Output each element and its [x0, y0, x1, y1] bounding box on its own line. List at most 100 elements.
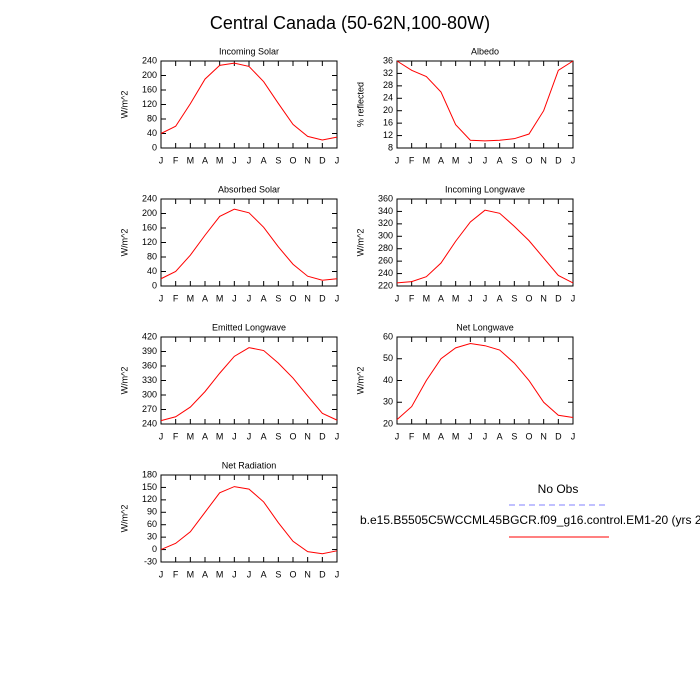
x-tick-label: J [159, 293, 164, 303]
x-tick-label: F [173, 293, 179, 303]
y-tick-label: 120 [142, 494, 157, 504]
y-tick-label: 0 [152, 142, 157, 152]
y-tick-label: 0 [152, 544, 157, 554]
x-tick-label: S [511, 293, 517, 303]
x-tick-label: M [187, 569, 195, 579]
x-tick-label: O [289, 569, 296, 579]
y-tick-label: 420 [142, 331, 157, 341]
data-line [160, 347, 338, 422]
x-tick-label: J [571, 155, 576, 165]
y-tick-label: 120 [142, 99, 157, 109]
x-tick-label: J [159, 431, 164, 441]
y-tick-label: 260 [378, 256, 393, 266]
x-tick-label: O [289, 431, 296, 441]
x-tick-label: J [232, 293, 237, 303]
x-tick-label: D [319, 569, 326, 579]
y-tick-label: 30 [147, 532, 157, 542]
y-tick-label: 320 [378, 218, 393, 228]
x-tick-label: F [173, 431, 179, 441]
y-tick-label: 60 [147, 519, 157, 529]
y-tick-label: 270 [142, 404, 157, 414]
x-tick-label: D [555, 431, 562, 441]
x-tick-label: S [275, 569, 281, 579]
x-tick-label: D [319, 293, 326, 303]
x-tick-label: A [497, 431, 503, 441]
x-tick-label: O [289, 155, 296, 165]
x-tick-label: J [483, 431, 488, 441]
x-tick-label: D [319, 155, 326, 165]
y-tick-label: 330 [142, 375, 157, 385]
y-tick-label: 200 [142, 208, 157, 218]
x-tick-label: J [395, 155, 400, 165]
x-tick-label: A [202, 155, 208, 165]
x-tick-label: J [468, 431, 473, 441]
y-tick-label: 8 [388, 142, 393, 152]
x-tick-label: A [261, 569, 267, 579]
x-tick-label: M [216, 431, 224, 441]
x-tick-label: A [438, 431, 444, 441]
y-tick-label: 90 [147, 507, 157, 517]
x-tick-label: M [452, 155, 460, 165]
x-tick-label: F [409, 293, 415, 303]
x-tick-label: M [452, 431, 460, 441]
x-tick-label: A [261, 431, 267, 441]
x-tick-label: A [497, 293, 503, 303]
panel-title: Emitted Longwave [212, 322, 286, 332]
x-tick-label: J [232, 569, 237, 579]
y-tick-label: 20 [383, 105, 393, 115]
panel-title: Albedo [471, 46, 499, 56]
y-tick-label: 390 [142, 346, 157, 356]
x-tick-label: A [438, 293, 444, 303]
x-tick-label: S [511, 431, 517, 441]
panel-title: Incoming Longwave [445, 184, 525, 194]
x-tick-label: D [555, 293, 562, 303]
x-tick-label: N [304, 155, 311, 165]
x-tick-label: J [247, 293, 252, 303]
data-line [396, 60, 574, 142]
x-tick-label: O [525, 431, 532, 441]
x-tick-label: F [409, 155, 415, 165]
x-tick-label: A [438, 155, 444, 165]
data-line [396, 343, 574, 421]
y-tick-label: 200 [142, 70, 157, 80]
data-line [160, 208, 338, 281]
y-tick-label: 12 [383, 130, 393, 140]
x-tick-label: J [335, 293, 340, 303]
x-tick-label: N [304, 569, 311, 579]
y-axis-label: W/m^2 [355, 229, 365, 257]
x-tick-label: N [540, 293, 547, 303]
x-tick-label: M [187, 431, 195, 441]
x-tick-label: J [395, 293, 400, 303]
y-tick-label: 360 [142, 360, 157, 370]
y-tick-label: 160 [142, 222, 157, 232]
data-line [160, 486, 338, 555]
y-tick-label: 120 [142, 237, 157, 247]
x-tick-label: N [540, 431, 547, 441]
x-tick-label: S [275, 155, 281, 165]
legend-label: No Obs [538, 482, 579, 496]
y-axis-label: W/m^2 [119, 229, 129, 257]
panel-title: Incoming Solar [219, 46, 279, 56]
y-tick-label: 36 [383, 55, 393, 65]
x-tick-label: J [247, 431, 252, 441]
x-tick-label: J [232, 155, 237, 165]
x-tick-label: J [483, 293, 488, 303]
y-tick-label: 180 [142, 469, 157, 479]
y-tick-label: 40 [383, 375, 393, 385]
panel-title: Absorbed Solar [218, 184, 280, 194]
x-tick-label: F [409, 431, 415, 441]
x-tick-label: O [525, 155, 532, 165]
x-tick-label: D [555, 155, 562, 165]
x-tick-label: J [159, 155, 164, 165]
x-tick-label: A [261, 293, 267, 303]
y-tick-label: 40 [147, 128, 157, 138]
y-tick-label: 28 [383, 80, 393, 90]
y-axis-label: W/m^2 [355, 367, 365, 395]
x-tick-label: J [232, 431, 237, 441]
y-tick-label: 60 [383, 331, 393, 341]
x-tick-label: J [247, 569, 252, 579]
y-tick-label: 80 [147, 113, 157, 123]
y-tick-label: 160 [142, 84, 157, 94]
x-tick-label: F [173, 569, 179, 579]
